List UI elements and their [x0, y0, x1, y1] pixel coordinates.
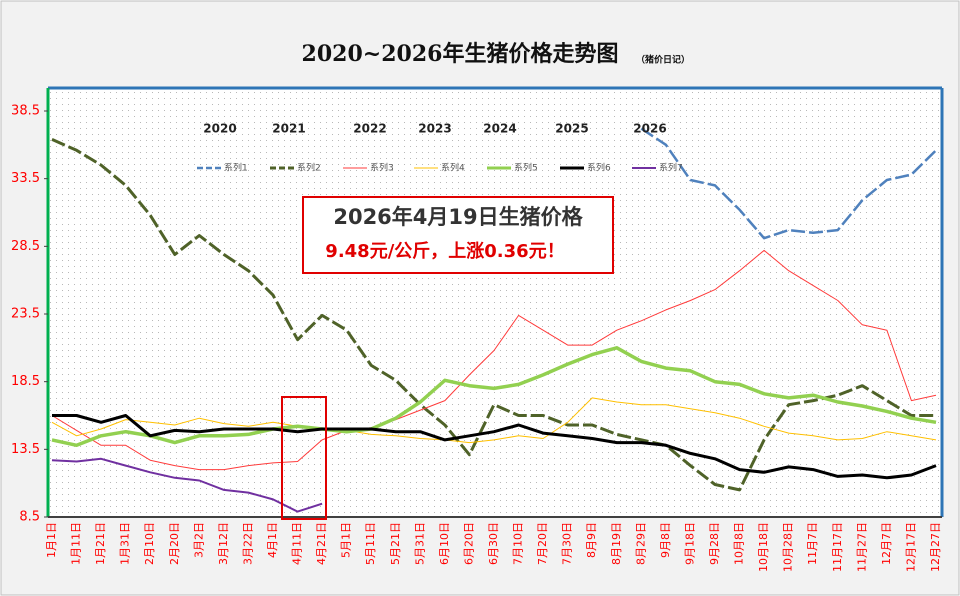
- x-tick-label: 5月11日: [364, 522, 377, 565]
- x-tick-label: 4月21日: [315, 522, 328, 565]
- x-tick-label: 7月30日: [561, 522, 574, 565]
- legend-label: 系列5: [514, 162, 538, 174]
- x-tick-label: 8月9日: [585, 522, 598, 558]
- x-tick-label: 9月28日: [708, 522, 721, 565]
- series-line: [51, 138, 936, 492]
- x-tick-label: 5月21日: [389, 522, 402, 565]
- x-tick-label: 12月17日: [904, 522, 917, 572]
- x-tick-label: 2月20日: [168, 522, 181, 565]
- x-tick-label: 5月1日: [340, 522, 353, 558]
- y-tick-label: 8.5: [19, 510, 40, 525]
- x-tick-label: 8月19日: [610, 522, 623, 565]
- legend-label: 系列6: [587, 162, 611, 174]
- annotation-text: 9.48元/公斤，上涨0.36元！: [325, 241, 564, 262]
- x-tick-label: 2月10日: [143, 522, 156, 565]
- x-tick-label: 1月31日: [119, 522, 132, 565]
- plot-area: [48, 88, 942, 517]
- x-tick-label: 10月28日: [782, 522, 795, 572]
- year-label: 2020: [203, 122, 236, 136]
- x-tick-label: 6月30日: [487, 522, 500, 565]
- legend-label: 系列4: [441, 162, 465, 174]
- x-tick-label: 5月31日: [413, 522, 426, 565]
- x-tick-label: 1月11日: [70, 522, 83, 565]
- y-tick-label: 18.5: [11, 374, 40, 389]
- x-tick-label: 1月1日: [45, 522, 58, 558]
- x-tick-label: 11月27日: [855, 522, 868, 572]
- year-label: 2025: [555, 122, 588, 136]
- y-tick-label: 38.5: [11, 104, 40, 119]
- series-line: [51, 346, 937, 448]
- x-tick-label: 3月22日: [241, 522, 254, 565]
- x-tick-label: 6月20日: [462, 522, 475, 565]
- legend-label: 系列3: [370, 162, 394, 174]
- x-tick-label: 10月8日: [733, 522, 746, 565]
- y-tick-label: 23.5: [11, 307, 40, 322]
- year-label: 2024: [483, 122, 516, 136]
- y-tick-label: 33.5: [11, 171, 40, 186]
- series-line: [51, 457, 323, 513]
- legend-label: 系列1: [224, 162, 248, 174]
- x-tick-label: 7月10日: [512, 522, 525, 565]
- x-tick-label: 9月8日: [659, 522, 672, 558]
- year-label: 2021: [272, 122, 305, 136]
- year-label: 2022: [353, 122, 386, 136]
- annotation-title: 2026年4月19日生猪价格: [333, 205, 583, 229]
- x-tick-label: 12月27日: [929, 522, 942, 572]
- annotation-box: [302, 196, 614, 274]
- series-line: [640, 127, 937, 240]
- series-line: [51, 397, 937, 444]
- x-tick-label: 6月10日: [438, 522, 451, 565]
- y-tick-label: 13.5: [11, 442, 40, 457]
- chart-subtitle: （猪价日记）: [636, 54, 690, 66]
- x-tick-label: 10月18日: [757, 522, 770, 572]
- x-tick-label: 7月20日: [536, 522, 549, 565]
- x-tick-label: 3月2日: [192, 522, 205, 558]
- legend-label: 系列7: [659, 162, 683, 174]
- y-tick-label: 28.5: [11, 239, 40, 254]
- year-label: 2026: [633, 122, 666, 136]
- x-tick-label: 3月12日: [217, 522, 230, 565]
- highlight-box: [281, 396, 327, 520]
- chart-title: 2020~2026年生猪价格走势图: [302, 41, 619, 67]
- year-label: 2023: [418, 122, 451, 136]
- series-lines: [51, 127, 937, 513]
- x-tick-label: 4月11日: [291, 522, 304, 565]
- x-tick-label: 12月7日: [880, 522, 893, 565]
- x-tick-label: 11月7日: [806, 522, 819, 565]
- x-tick-label: 8月29日: [634, 522, 647, 565]
- x-tick-label: 11月17日: [831, 522, 844, 572]
- x-tick-label: 1月21日: [94, 522, 107, 565]
- x-tick-label: 9月18日: [683, 522, 696, 565]
- series-line: [52, 414, 937, 480]
- series-line: [51, 249, 937, 471]
- x-tick-label: 4月1日: [266, 522, 279, 558]
- legend-label: 系列2: [297, 162, 321, 174]
